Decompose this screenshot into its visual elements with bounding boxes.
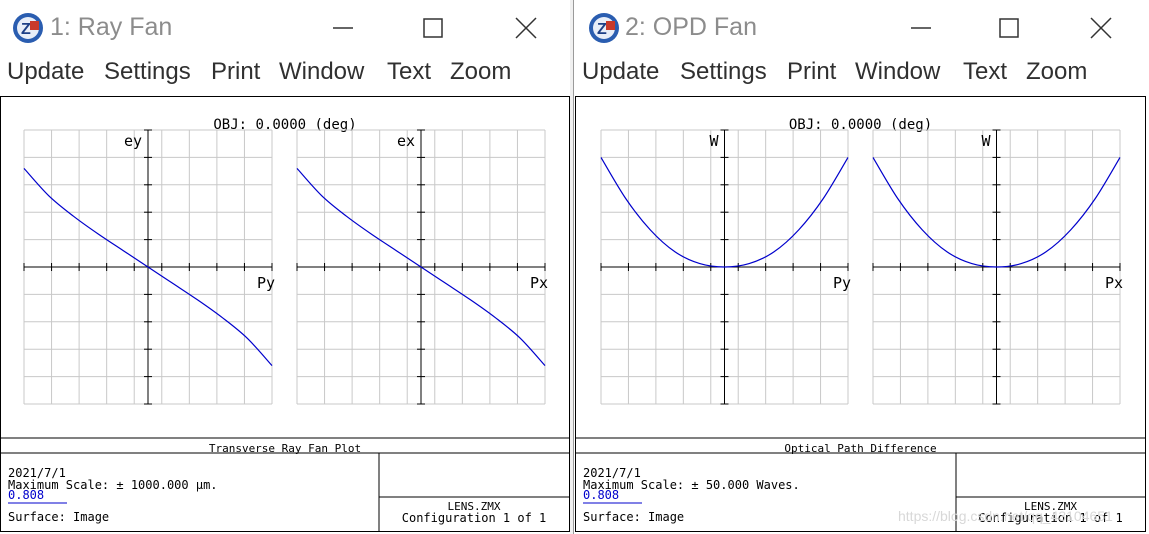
plot-title: Transverse Ray Fan Plot bbox=[209, 442, 361, 455]
menu-zoom[interactable]: Zoom bbox=[450, 58, 512, 85]
y-axis-label: W bbox=[709, 132, 719, 150]
plot-area: OBJ: 0.0000 (deg) W Py W Px Optical Path Diff… bbox=[575, 96, 1146, 532]
series-line bbox=[296, 167, 546, 367]
minimize-icon[interactable] bbox=[906, 12, 936, 44]
plot-panel-1: ey Py bbox=[23, 129, 275, 405]
title-bar[interactable]: Z 1: Ray Fan bbox=[0, 0, 570, 56]
menu-window[interactable]: Window bbox=[855, 58, 941, 85]
configuration-text: Configuration 1 of 1 bbox=[978, 511, 1123, 525]
series-line bbox=[872, 157, 1121, 268]
x-axis-label: Py bbox=[833, 274, 851, 292]
close-icon[interactable] bbox=[1086, 12, 1116, 44]
opd-fan-window: Z 2: OPD Fan Update Settings Print Windo… bbox=[573, 0, 1149, 534]
y-axis-label: ey bbox=[124, 132, 142, 150]
file-name: LENS.ZMX bbox=[1024, 500, 1077, 513]
menu-bar: Update Settings Print Window Text Zoom bbox=[0, 58, 570, 94]
plot-panel-2: W Px bbox=[872, 129, 1123, 405]
configuration-text: Configuration 1 of 1 bbox=[402, 511, 547, 525]
title-bar[interactable]: Z 2: OPD Fan bbox=[574, 0, 1149, 56]
max-scale-text: Maximum Scale: ± 50.000 Waves. bbox=[583, 478, 800, 492]
plot-panel-2: ex Px bbox=[296, 129, 548, 405]
y-axis-label: W bbox=[981, 132, 991, 150]
plot-panel-1: W Py bbox=[600, 129, 851, 405]
svg-text:Z: Z bbox=[597, 21, 607, 38]
menu-update[interactable]: Update bbox=[582, 58, 660, 85]
maximize-icon[interactable] bbox=[994, 12, 1024, 44]
menu-print[interactable]: Print bbox=[787, 58, 837, 85]
wavelength-text: 0.808 bbox=[8, 488, 44, 502]
field-label: OBJ: 0.0000 (deg) bbox=[789, 117, 932, 133]
x-axis-label: Px bbox=[1105, 274, 1123, 292]
window-title: 2: OPD Fan bbox=[625, 13, 757, 41]
plot-title: Optical Path Difference bbox=[784, 442, 936, 455]
file-name: LENS.ZMX bbox=[448, 500, 501, 513]
menu-settings[interactable]: Settings bbox=[104, 58, 191, 85]
field-label: OBJ: 0.0000 (deg) bbox=[213, 117, 356, 133]
window-title: 1: Ray Fan bbox=[50, 13, 173, 41]
y-axis-label: ex bbox=[397, 132, 415, 150]
menu-update[interactable]: Update bbox=[7, 58, 85, 85]
ray-fan-window: Z 1: Ray Fan Update Settings Print Windo… bbox=[0, 0, 570, 534]
menu-print[interactable]: Print bbox=[211, 58, 261, 85]
date-text: 2021/7/1 bbox=[8, 466, 66, 480]
maximize-icon[interactable] bbox=[418, 12, 448, 44]
close-icon[interactable] bbox=[511, 12, 541, 44]
wavelength-text: 0.808 bbox=[583, 488, 619, 502]
menu-bar: Update Settings Print Window Text Zoom bbox=[574, 58, 1149, 94]
opd-fan-plot: OBJ: 0.0000 (deg) W Py W Px Optical Path Diff… bbox=[576, 117, 1145, 531]
menu-settings[interactable]: Settings bbox=[680, 58, 767, 85]
menu-zoom[interactable]: Zoom bbox=[1026, 58, 1088, 85]
x-axis-label: Py bbox=[257, 274, 275, 292]
zemax-app-icon: Z bbox=[589, 13, 619, 43]
ray-fan-plot: OBJ: 0.0000 (deg) ey Py ex Px Transverse Ray … bbox=[1, 117, 569, 531]
minimize-icon[interactable] bbox=[328, 12, 358, 44]
zemax-app-icon: Z bbox=[13, 13, 43, 43]
date-text: 2021/7/1 bbox=[583, 466, 641, 480]
series-line bbox=[23, 167, 273, 367]
series-line bbox=[600, 157, 849, 268]
menu-text[interactable]: Text bbox=[963, 58, 1008, 85]
x-axis-label: Px bbox=[530, 274, 548, 292]
plot-area: OBJ: 0.0000 (deg) ey Py ex Px Transverse Ray … bbox=[0, 96, 570, 532]
watermark-text: https://blog.csdn.net/qq_43104651 bbox=[898, 508, 1113, 524]
surface-text: Surface: Image bbox=[583, 510, 684, 524]
menu-window[interactable]: Window bbox=[279, 58, 365, 85]
max-scale-text: Maximum Scale: ± 1000.000 µm. bbox=[8, 478, 218, 492]
svg-text:Z: Z bbox=[21, 21, 31, 38]
surface-text: Surface: Image bbox=[8, 510, 109, 524]
menu-text[interactable]: Text bbox=[387, 58, 432, 85]
